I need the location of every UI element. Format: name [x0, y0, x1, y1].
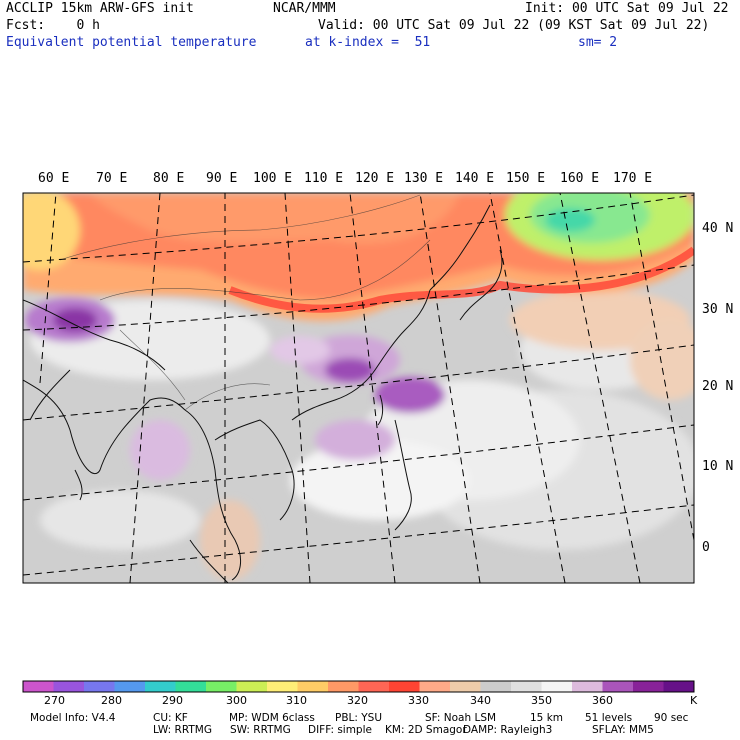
lon-label: 120 E [355, 171, 395, 186]
smoothing-label: sm= 2 [578, 35, 618, 50]
footer-lw: LW: RRTMG [153, 724, 212, 736]
valid-time: Valid: 00 UTC Sat 09 Jul 22 (09 KST Sat … [318, 18, 710, 33]
lon-label: 80 E [153, 171, 185, 186]
lat-label: 40 N [702, 221, 734, 236]
lon-label: 100 E [253, 171, 293, 186]
colorbar-tick-label: 270 [44, 694, 65, 707]
graticule [23, 193, 694, 583]
colorbar-tick-label: 330 [408, 694, 429, 707]
colorbar-tick-label: 340 [470, 694, 491, 707]
colorbar-swatch [663, 681, 695, 692]
lat-label: 10 N [702, 459, 734, 474]
colorbar-swatch [358, 681, 390, 692]
lat-label: 0 [702, 540, 710, 555]
theta-e-field [23, 193, 694, 583]
footer-sw: SW: RRTMG [230, 724, 291, 736]
coastlines [23, 204, 503, 583]
map-frame [22, 192, 695, 584]
colorbar-tick-label: 320 [347, 694, 368, 707]
colorbar-unit: K [690, 694, 698, 707]
field-name: Equivalent potential temperature [6, 35, 257, 50]
colorbar-swatch [114, 681, 146, 692]
colorbar-swatch [236, 681, 268, 692]
footer-pbl: PBL: YSU [335, 712, 383, 724]
colorbar-tick-label: 310 [286, 694, 307, 707]
lon-label: 90 E [206, 171, 238, 186]
footer-model-info: Model Info: V4.4 [30, 712, 116, 724]
colorbar-swatch [572, 681, 603, 692]
colorbar-tick-label: 300 [226, 694, 247, 707]
colorbar-swatch [602, 681, 634, 692]
lon-label: 170 E [613, 171, 653, 186]
org-label: NCAR/MMM [273, 1, 336, 16]
footer-sflay: SFLAY: MM5 [592, 724, 654, 736]
lat-label: 20 N [702, 379, 734, 394]
colorbar-swatch [175, 681, 207, 692]
lon-label: 160 E [560, 171, 600, 186]
init-time: Init: 00 UTC Sat 09 Jul 22 [525, 1, 729, 16]
footer-levels: 51 levels [585, 712, 633, 724]
footer-cu: CU: KF [153, 712, 188, 724]
footer-res: 15 km [530, 712, 564, 724]
colorbar-swatch [53, 681, 85, 692]
colorbar-swatch [450, 681, 481, 692]
lon-label: 70 E [96, 171, 128, 186]
colorbar-swatch [297, 681, 329, 692]
lon-label: 130 E [404, 171, 444, 186]
colorbar-frame [22, 680, 695, 693]
footer-sf: SF: Noah LSM [425, 712, 497, 724]
footer-timestep: 90 sec [654, 712, 689, 724]
colorbar-swatch [541, 681, 573, 692]
colorbar-swatch [633, 681, 664, 692]
level-label: at k-index = 51 [305, 35, 431, 50]
lon-label: 110 E [304, 171, 344, 186]
colorbar-swatch [389, 681, 420, 692]
colorbar-tick-label: 290 [162, 694, 183, 707]
colorbar-swatch [328, 681, 359, 692]
colorbar-tick-label: 360 [592, 694, 613, 707]
footer-damp: DAMP: Rayleigh3 [463, 724, 553, 736]
colorbar [22, 680, 695, 693]
lon-label: 150 E [506, 171, 546, 186]
model-title: ACCLIP 15km ARW-GFS init [6, 1, 194, 16]
forecast-hour: Fcst: 0 h [6, 18, 100, 33]
colorbar-tick-label: 350 [531, 694, 552, 707]
lon-label: 60 E [38, 171, 70, 186]
colorbar-swatch [419, 681, 451, 692]
footer-mp: MP: WDM 6class [229, 712, 315, 724]
footer-diff: DIFF: simple [308, 724, 372, 736]
lon-label: 140 E [455, 171, 495, 186]
colorbar-swatch [84, 681, 115, 692]
colorbar-swatch [206, 681, 237, 692]
colorbar-swatch [480, 681, 512, 692]
colorbar-swatch [145, 681, 176, 692]
colorbar-swatch [511, 681, 542, 692]
lat-label: 30 N [702, 302, 734, 317]
colorbar-swatch [267, 681, 298, 692]
colorbar-tick-label: 280 [101, 694, 122, 707]
borders [59, 194, 431, 411]
footer-km: KM: 2D Smagor [385, 724, 467, 736]
colorbar-swatch [23, 681, 54, 692]
